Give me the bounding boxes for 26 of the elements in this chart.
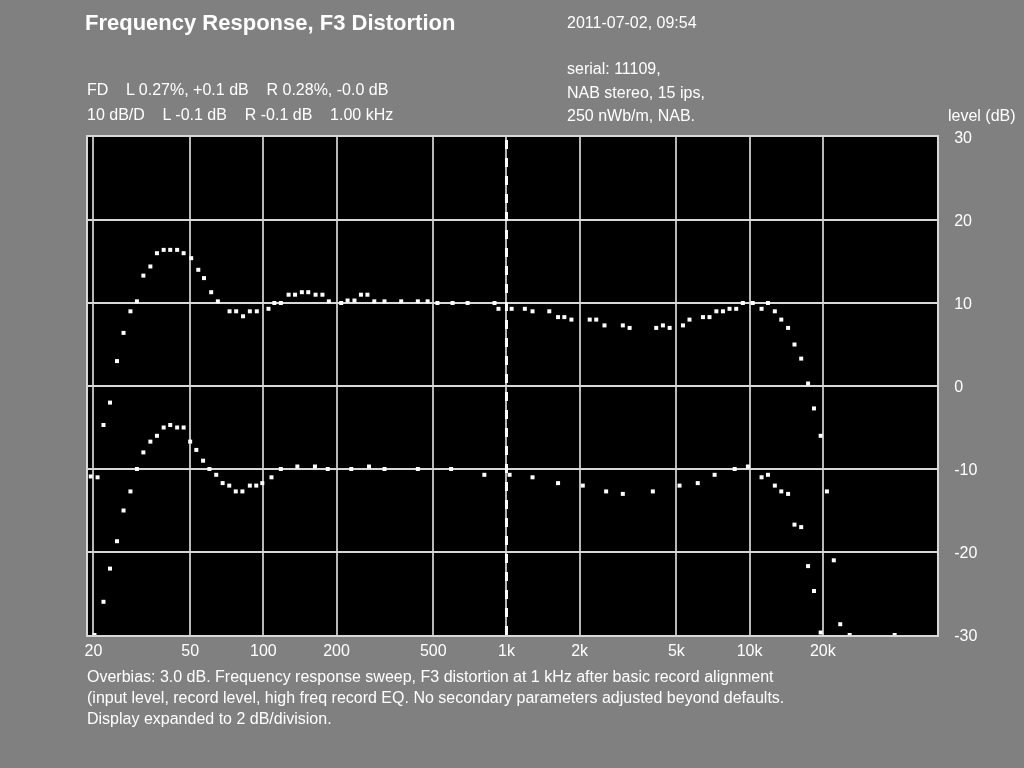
x-tick-label: 20 (84, 642, 103, 660)
text: Overbias: 3.0 dB. Frequency response sweep, F3 distortion at 1 kHz after basic record alignment (input level, record level, high freq record EQ. No secondary parameters adjusted beyond defaults. Display expanded to 2 dB/division. (87, 668, 785, 727)
text: 2011-07-02, 09:54 (567, 14, 697, 31)
y-tick-label: 30 (954, 128, 973, 146)
y-tick-label: -30 (954, 626, 978, 644)
text: 10 dB/D L -0.1 dB R -0.1 dB 1.00 kHz (87, 106, 394, 123)
x-tick-label: 20k (809, 642, 837, 660)
x-tick-label: 5k (667, 642, 686, 660)
y-tick-label: 20 (954, 211, 973, 229)
text: NAB stereo, 15 ips, (567, 84, 705, 101)
chart-title: Frequency Response, F3 Distortion (85, 9, 456, 35)
x-tick-label: 200 (323, 642, 350, 660)
x-tick-label: 50 (181, 642, 200, 660)
x-tick-label: 10k (736, 642, 764, 660)
y-axis-title: level (dB) (948, 107, 1016, 124)
x-tick-label: 100 (250, 642, 277, 660)
x-tick-label: 1k (498, 642, 516, 660)
y-tick-label: 10 (954, 294, 973, 312)
text: serial: 11109, (567, 60, 661, 77)
y-tick-label: -10 (954, 460, 978, 478)
text: 250 nWb/m, NAB. (567, 107, 696, 124)
y-tick-label: 0 (954, 377, 964, 395)
x-tick-label: 500 (419, 642, 447, 660)
x-tick-label: 2k (571, 642, 590, 660)
text: FD L 0.27%, +0.1 dB R 0.28%, -0.0 dB (87, 81, 389, 98)
y-tick-label: -20 (954, 543, 978, 561)
